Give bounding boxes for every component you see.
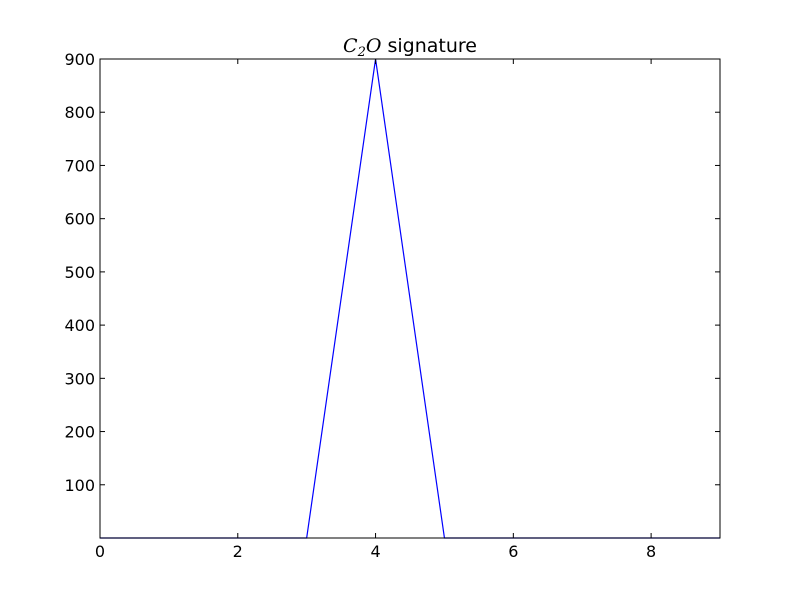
- y-tick-label: 600: [64, 210, 95, 229]
- x-tick-label: 6: [508, 542, 518, 561]
- y-tick-label: 800: [64, 103, 95, 122]
- series-layer: [100, 58, 720, 539]
- y-tick-label: 700: [64, 156, 95, 175]
- x-tick-label: 2: [233, 542, 243, 561]
- title-math-sub: 2: [357, 45, 366, 60]
- y-tick-label: 300: [64, 369, 95, 388]
- x-tick-label: 8: [646, 542, 656, 561]
- title-math-tail: O: [366, 35, 382, 57]
- ticks-layer: 0 2 4 6 8 100 200 300 400 500 600 700 800 900: [64, 50, 720, 561]
- x-tick-label: 0: [95, 542, 105, 561]
- title-math-main: C: [343, 35, 358, 57]
- y-tick-label: 900: [64, 50, 95, 69]
- series-line: [100, 58, 720, 539]
- plot-frame: [99, 58, 721, 539]
- y-tick-label: 200: [64, 423, 95, 442]
- y-tick-label: 500: [64, 263, 95, 282]
- y-tick-label: 400: [64, 316, 95, 335]
- title-text: signature: [381, 35, 477, 57]
- x-tick-label: 4: [370, 542, 380, 561]
- y-tick-label: 100: [64, 476, 95, 495]
- chart-title: C2O signature: [343, 35, 477, 60]
